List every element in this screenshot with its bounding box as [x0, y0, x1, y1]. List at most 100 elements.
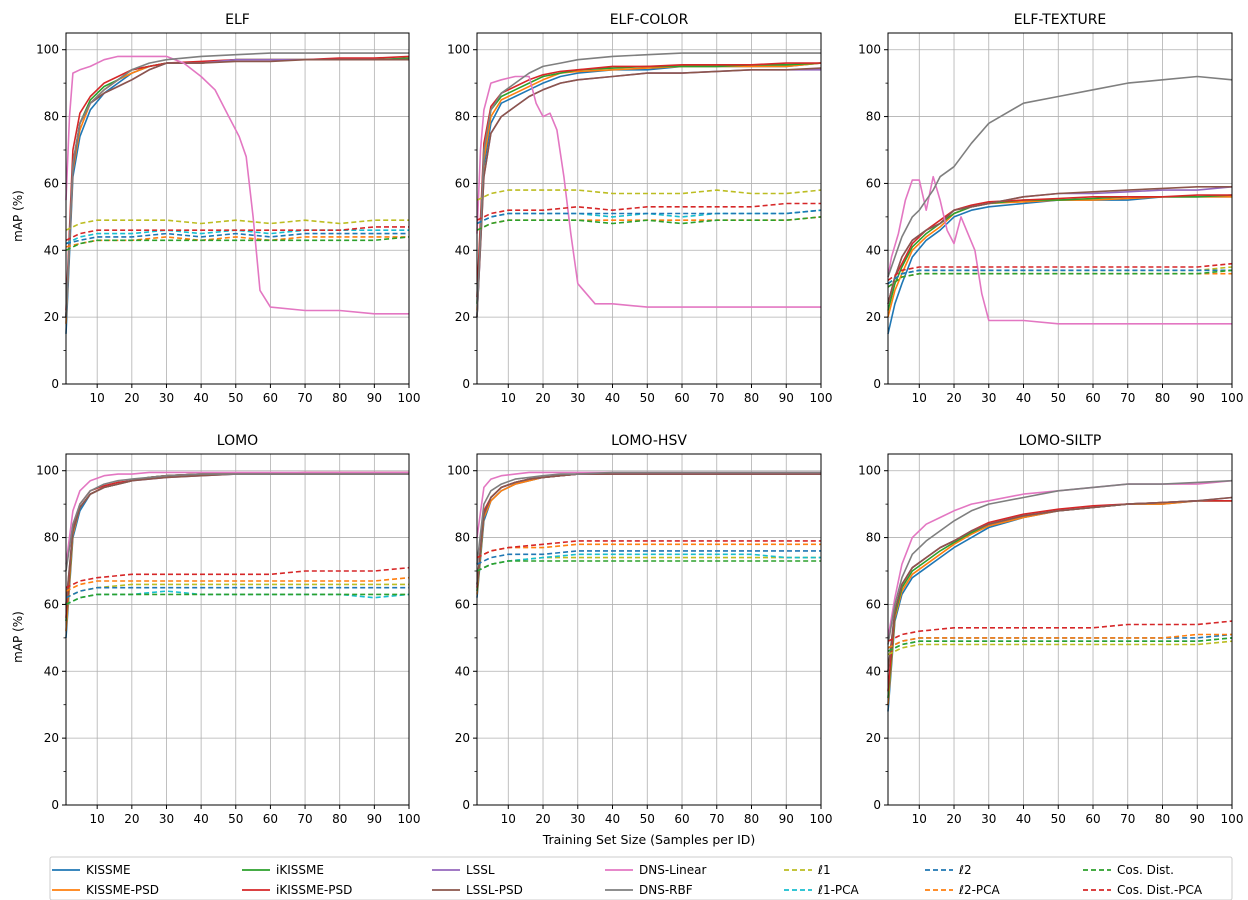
panel-lomo-hsv-series-cos-dist-pca: [476, 540, 821, 559]
panel-lomo-hsv-series-lssl: [476, 473, 821, 585]
panel-elf-texture-series-ikissme-psd: [887, 194, 1232, 304]
panel-elf-texture-title: ELF-TEXTURE: [1014, 12, 1107, 28]
panel-elf-texture-series-2: [887, 269, 1232, 285]
panel-lomo-hsv-xtick-label-40: 40: [605, 812, 620, 826]
panel-lomo-hsv-xtick-label-30: 30: [570, 812, 585, 826]
legend-item-lssl-label: LSSL: [466, 863, 495, 877]
panel-elf-texture-xtick-label-90: 90: [1190, 391, 1205, 405]
panel-lomo-xtick-label-30: 30: [159, 812, 174, 826]
panel-elf-xtick-label-80: 80: [332, 391, 347, 405]
panel-elf-texture: 10 20 30 40 50 60 70 80 90 100 0 20 40 60 80 100 ELF-TEX…: [858, 12, 1243, 405]
panel-lomo-series-1-pca: [65, 590, 410, 606]
panel-lomo-siltp-title: LOMO-SILTP: [1019, 433, 1102, 449]
panel-lomo-xtick-label-20: 20: [124, 812, 139, 826]
panel-elf-color-series-lssl: [476, 69, 821, 318]
panel-lomo-siltp-xtick-label-90: 90: [1190, 812, 1205, 826]
panel-elf-color-series-lssl-psd: [476, 67, 822, 318]
panel-elf-frame: [65, 32, 410, 385]
panel-lomo-hsv-ytick-label-40: 40: [455, 664, 470, 678]
panel-lomo-siltp-xtick-label-30: 30: [981, 812, 996, 826]
panel-lomo-hsv-frame: [476, 453, 822, 806]
panel-elf-texture-ytick-label-100: 100: [858, 43, 881, 57]
panel-elf-series-2: [65, 232, 409, 245]
panel-elf-texture-xtick-label-100: 100: [1221, 391, 1244, 405]
panel-elf-series-lssl-psd: [65, 58, 409, 318]
panel-elf-ytick-label-40: 40: [44, 243, 59, 257]
panel-lomo-hsv-series-lssl-psd: [476, 473, 821, 585]
panel-elf-xtick-label-50: 50: [228, 391, 243, 405]
panel-lomo-siltp-ytick-label-40: 40: [866, 664, 881, 678]
panel-lomo-siltp-xtick-label-60: 60: [1085, 812, 1100, 826]
panel-lomo-siltp-series-cos-dist-pca: [887, 620, 1233, 642]
panel-lomo-hsv-xtick-label-70: 70: [709, 812, 724, 826]
panel-lomo-siltp-series-cos-dist: [887, 637, 1233, 652]
panel-lomo-hsv-title: LOMO-HSV: [611, 433, 687, 449]
panel-elf-texture-series-1-pca: [887, 269, 1232, 285]
panel-elf-series-lssl: [65, 58, 409, 318]
panel-elf-texture-ytick-label-20: 20: [866, 310, 881, 324]
panel-lomo-siltp-ytick-label-80: 80: [866, 531, 881, 545]
panel-lomo-siltp-xtick-label-20: 20: [946, 812, 961, 826]
legend-item-l2-pca: ℓ2-PCA: [925, 883, 1001, 897]
panel-elf-color-xtick-label-60: 60: [674, 391, 689, 405]
panel-lomo-xtick-label-80: 80: [332, 812, 347, 826]
panel-lomo-hsv-series-ikissme: [476, 473, 821, 592]
legend-item-lssl-psd-label: LSSL-PSD: [466, 883, 523, 897]
panel-lomo-xtick-label-50: 50: [228, 812, 243, 826]
panel-lomo-series-lssl-psd: [65, 473, 409, 605]
panel-elf-color-series-kissme-psd: [476, 62, 822, 311]
panel-lomo-ytick-label-0: 0: [51, 798, 59, 812]
panel-lomo-siltp-ytick-label-100: 100: [858, 464, 881, 478]
panel-lomo-series-cos-dist-pca: [65, 566, 410, 589]
panel-lomo-series-kissme-psd: [65, 473, 409, 632]
panel-elf-series-ikissme: [65, 57, 410, 318]
panel-lomo-siltp-xtick-label-50: 50: [1051, 812, 1066, 826]
panel-elf-color: 10 20 30 40 50 60 70 80 90 100 0 20 40 60 80 100 ELF-COL…: [447, 12, 832, 405]
panel-elf-color-series-kissme: [476, 62, 822, 318]
panel-lomo-hsv-series-kissme-psd: [476, 473, 821, 595]
legend-item-cos-dist-pca: Cos. Dist.-PCA: [1083, 883, 1203, 897]
panel-elf-color-ytick-label-40: 40: [455, 243, 470, 257]
legend-item-l1-pca-label: ℓ1-PCA: [817, 883, 860, 897]
panel-elf-color-xtick-label-100: 100: [810, 391, 833, 405]
panel-lomo-hsv-series-ikissme-psd: [476, 473, 821, 588]
panel-elf-series-2-pca: [65, 236, 409, 248]
panel-elf-color-xtick-label-80: 80: [744, 391, 759, 405]
panel-elf-texture-xtick-label-10: 10: [912, 391, 927, 405]
panel-elf-color-ytick-label-20: 20: [455, 310, 470, 324]
panel-elf-color-xtick-label-90: 90: [779, 391, 794, 405]
panel-lomo-hsv-series-2-pca: [476, 543, 821, 559]
panel-elf: 10 20 30 40 50 60 70 80 90 100 0 20 40 60 80 100 ELF: [36, 12, 420, 405]
panel-elf-color-xtick-label-50: 50: [640, 391, 655, 405]
panel-elf-ytick-label-20: 20: [44, 310, 59, 324]
panel-lomo-hsv-series-1: [476, 556, 821, 572]
legend-item-cos-dist-label: Cos. Dist.: [1117, 863, 1174, 877]
panel-lomo-series-kissme: [65, 473, 409, 638]
panel-elf-texture-series-cos-dist-pca: [887, 262, 1233, 282]
panel-lomo-ytick-label-40: 40: [44, 664, 59, 678]
panel-elf-series-cos-dist-pca: [65, 226, 409, 242]
panel-elf-color-series-dns-linear: [476, 75, 821, 308]
panel-lomo-xtick-label-60: 60: [263, 812, 278, 826]
panel-elf-color-series-cos-dist: [476, 216, 822, 231]
panel-elf-color-series-2-pca: [476, 216, 822, 231]
panel-lomo-series-ikissme: [65, 471, 410, 622]
panel-lomo-siltp-frame: [887, 453, 1233, 806]
panel-lomo-hsv-series-dns-linear: [476, 471, 821, 538]
panel-elf-texture-series-cos-dist: [887, 269, 1233, 288]
panel-lomo-siltp-ytick-label-20: 20: [866, 731, 881, 745]
panel-lomo-hsv-series-kissme: [476, 473, 821, 598]
panel-lomo-siltp-series-kissme: [887, 499, 1232, 712]
panel-lomo-hsv-xtick-label-50: 50: [640, 812, 655, 826]
panel-elf-series-kissme: [65, 58, 409, 334]
panel-lomo-series-ikissme-psd: [65, 471, 409, 618]
panel-lomo-ytick-label-20: 20: [44, 731, 59, 745]
panel-lomo-frame: [65, 453, 410, 806]
legend-item-kissme: KISSME: [52, 863, 131, 877]
panel-elf-xtick-label-100: 100: [398, 391, 421, 405]
panel-lomo-hsv: 10 20 30 40 50 60 70 80 90 100 0 20 40 60 80 100 LOMO-HS…: [447, 433, 832, 826]
panel-lomo-series-2: [65, 586, 409, 599]
legend-item-ikissme-label: iKISSME: [276, 863, 324, 877]
panel-elf-texture-ytick-label-0: 0: [873, 377, 881, 391]
